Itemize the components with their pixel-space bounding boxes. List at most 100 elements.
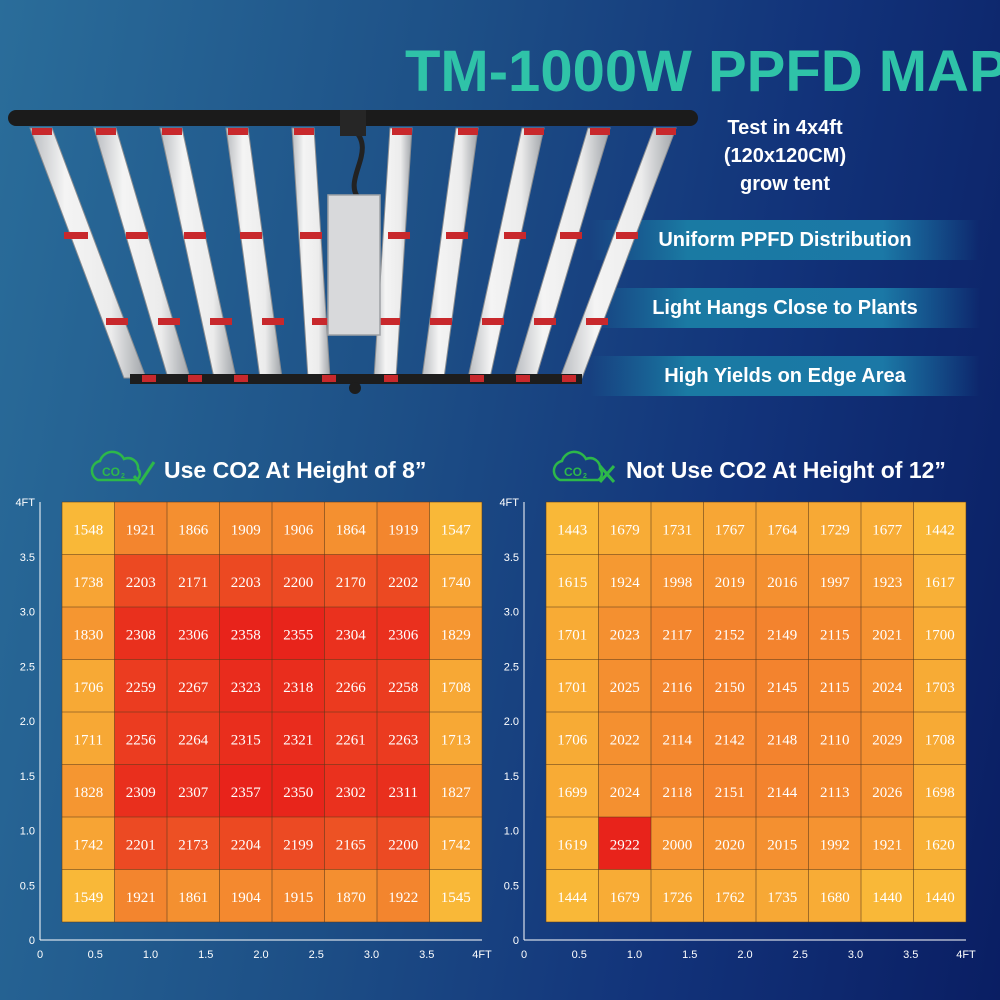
cell-value-label: 1864 <box>336 522 367 538</box>
cell-value-label: 1440 <box>872 890 902 906</box>
heatmap-cell <box>429 869 482 922</box>
x-tick-label: 1.5 <box>682 949 697 961</box>
cell-value-label: 2258 <box>388 680 418 696</box>
cell-value-label: 1548 <box>73 522 103 538</box>
cell-value-label: 2358 <box>231 627 261 643</box>
heatmap-cell <box>913 869 966 922</box>
cell-value-label: 1764 <box>767 522 798 538</box>
heatmap-cell <box>377 659 430 712</box>
y-tick-label: 2.5 <box>504 661 519 673</box>
cell-value-label: 1738 <box>73 575 103 591</box>
cell-value-label: 2259 <box>126 680 156 696</box>
test-note: Test in 4x4ft (120x120CM) grow tent <box>715 114 855 198</box>
heatmap-cell <box>324 554 377 607</box>
cell-value-label: 1915 <box>283 890 313 906</box>
heatmap-cell <box>598 869 651 922</box>
y-tick-label: 2.5 <box>20 661 35 673</box>
heatmap-cell <box>861 659 914 712</box>
heatmap-with-co2: 1548 1921 1866 1909 1906 1864 1919 1547 1738 2203… <box>15 497 492 961</box>
heatmap-cell <box>913 817 966 870</box>
heatmap-cell <box>913 554 966 607</box>
cell-value-label: 1909 <box>231 522 261 538</box>
light-bars <box>29 127 677 379</box>
cell-value-label: 2000 <box>662 837 692 853</box>
heatmap-cell <box>167 869 220 922</box>
cell-value-label: 2170 <box>336 575 366 591</box>
heatmap-cell <box>756 712 809 765</box>
cell-value-label: 2308 <box>126 627 156 643</box>
chart-heading-left: CO 2 Use CO2 At Height of 8” <box>88 450 426 490</box>
heatmap-cell <box>272 607 325 660</box>
heatmap-cell <box>429 817 482 870</box>
y-tick-label: 3.5 <box>20 552 35 564</box>
cell-value-label: 1726 <box>662 890 693 906</box>
heatmap-cell <box>546 554 599 607</box>
cell-value-label: 1442 <box>925 522 955 538</box>
heatmap-without-co2: 1443 1679 1731 1767 1764 1729 1677 1442 1615 1924… <box>499 497 976 961</box>
heatmap-cell <box>324 712 377 765</box>
heatmap-cell <box>546 712 599 765</box>
cell-value-label: 2150 <box>715 680 745 696</box>
cell-value-label: 1444 <box>557 890 588 906</box>
cell-value-label: 2029 <box>872 732 902 748</box>
x-tick-label: 2.0 <box>253 949 268 961</box>
heatmap-cell <box>651 712 704 765</box>
feature-banner: Light Hangs Close to Plants <box>590 288 980 328</box>
heatmap-cell <box>377 817 430 870</box>
cell-value-label: 2148 <box>767 732 797 748</box>
cell-value-label: 1708 <box>925 732 955 748</box>
cell-value-label: 1698 <box>925 785 955 801</box>
cell-value-label: 1545 <box>441 890 471 906</box>
heatmap-cell <box>324 502 377 555</box>
heatmap-cell <box>62 764 115 817</box>
cell-value-label: 2267 <box>178 680 209 696</box>
heatmap-cell <box>861 502 914 555</box>
heatmap-cell <box>114 869 167 922</box>
x-tick-label: 3.5 <box>903 949 918 961</box>
heatmap-cell <box>429 554 482 607</box>
cell-value-label: 2307 <box>178 785 209 801</box>
cell-value-label: 2114 <box>663 732 693 748</box>
cell-value-label: 2201 <box>126 837 156 853</box>
cell-value-label: 1679 <box>610 522 640 538</box>
led-grow-light-image <box>8 110 698 394</box>
cell-value-label: 1706 <box>73 680 104 696</box>
x-tick-label: 3.5 <box>419 949 434 961</box>
cell-value-label: 1443 <box>557 522 587 538</box>
heatmap-cell <box>703 607 756 660</box>
heatmap-cell <box>808 712 861 765</box>
heatmap-cell <box>651 817 704 870</box>
chart-title: Use CO2 At Height of 8” <box>164 456 427 483</box>
cell-value-label: 1923 <box>872 575 902 591</box>
cell-value-label: 2318 <box>283 680 313 696</box>
cell-value-label: 2115 <box>820 627 849 643</box>
heatmap-cell <box>651 764 704 817</box>
bar-joints <box>32 128 676 325</box>
cell-value-label: 1711 <box>74 732 103 748</box>
heatmap-cell <box>808 869 861 922</box>
page-title: TM-1000W PPFD MAP <box>405 39 1000 104</box>
heatmap-cell <box>219 712 272 765</box>
heatmap-cell <box>324 659 377 712</box>
cell-value-label: 1742 <box>73 837 103 853</box>
y-tick-label: 2.0 <box>504 716 519 728</box>
heatmap-cell <box>219 554 272 607</box>
heatmap-cell <box>114 764 167 817</box>
cell-value-label: 2165 <box>336 837 366 853</box>
cell-value-label: 1731 <box>662 522 692 538</box>
feature-banner: High Yields on Edge Area <box>590 356 980 396</box>
svg-text:2: 2 <box>121 473 125 480</box>
x-tick-label: 2.5 <box>309 949 324 961</box>
cell-value-label: 2350 <box>283 785 313 801</box>
cell-value-label: 2142 <box>715 732 745 748</box>
heatmap-cell <box>272 817 325 870</box>
heatmap-cell <box>651 554 704 607</box>
cell-value-label: 1924 <box>610 575 641 591</box>
heatmap-cell <box>756 607 809 660</box>
heatmap-cell <box>377 607 430 660</box>
y-tick-label: 2.0 <box>20 716 35 728</box>
co2-cross-icon: CO 2 <box>552 450 616 483</box>
heatmap-cell <box>62 607 115 660</box>
heatmap-cell <box>861 764 914 817</box>
svg-text:CO: CO <box>564 465 582 479</box>
